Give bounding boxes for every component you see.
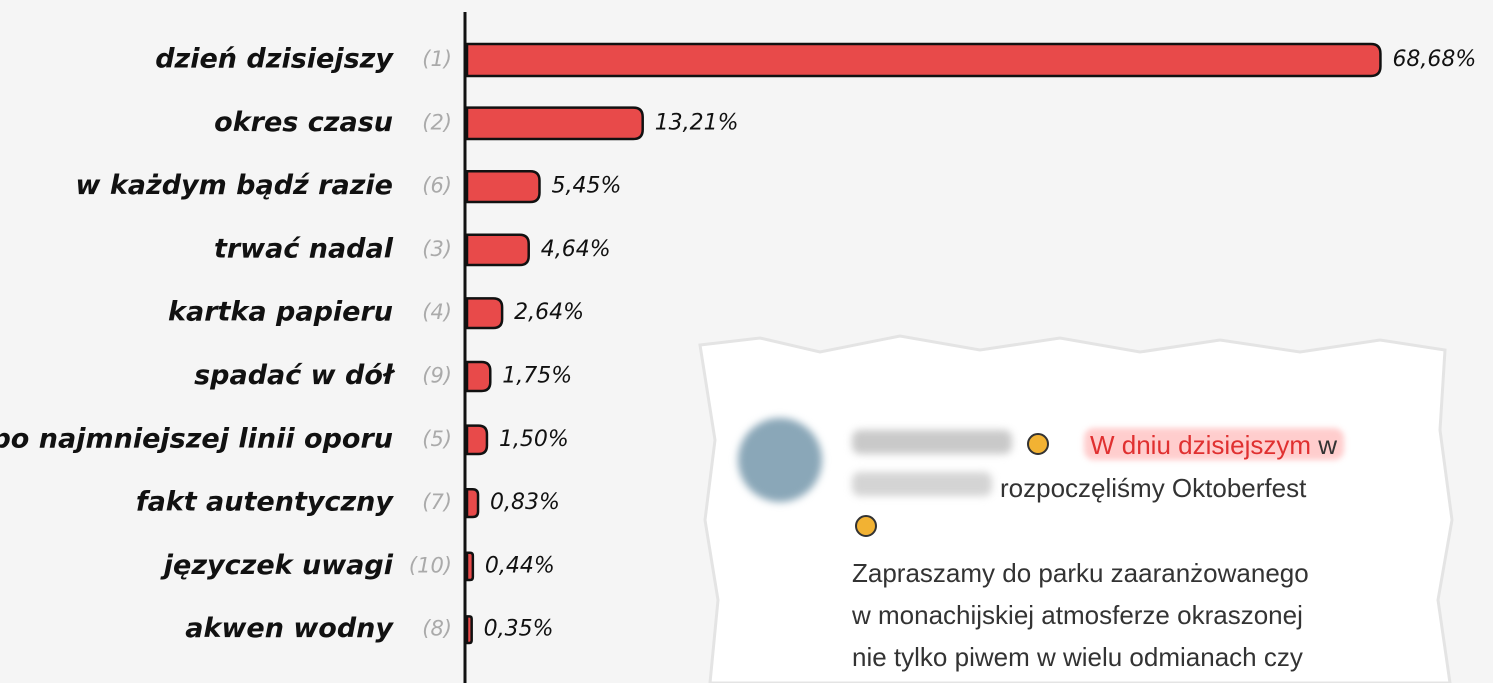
bar [465,106,644,141]
category-label: w każdym bądź razie [75,170,393,201]
rank-label: (9) [422,364,452,388]
category-label: po najmniejszej linii oporu [0,423,393,454]
category-label: okres czasu [214,107,393,138]
bar [465,487,480,519]
post-text: nie tylko piwem w wielu odmianach czy [852,642,1303,672]
value-label: 5,45% [551,174,621,199]
rank-label: (4) [422,300,452,324]
avatar [738,418,822,502]
rank-label: (2) [422,110,452,134]
rank-label: (1) [422,47,452,71]
value-label: 2,64% [514,300,584,325]
torn-paper [698,334,1454,683]
rank-label: (5) [422,427,452,451]
category-label: akwen wodny [185,613,394,644]
category-label: dzień dzisiejszy [155,44,394,75]
bar [465,297,504,330]
highlight-mark [1084,428,1344,460]
value-label: 13,21% [655,110,739,135]
category-label: języczek uwagi [160,550,394,581]
bar [465,42,1382,78]
rank-label: (8) [422,617,452,641]
value-label: 68,68% [1392,47,1476,72]
bar [465,424,489,456]
rank-label: (3) [422,237,452,261]
post-text: Zapraszamy do parku zaaranżowanego [852,558,1309,588]
category-label: spadać w dół [194,360,396,391]
rank-label: (7) [422,490,452,514]
value-label: 1,50% [499,427,569,452]
beer-icon [855,515,877,537]
blurred-name [852,472,992,496]
bar [465,233,530,267]
category-label: trwać nadal [214,233,394,264]
post-card: W dniu dzisiejszym w rozpoczęliśmy Oktob… [698,334,1454,683]
highlight-text: W dniu dzisiejszym [1090,430,1311,460]
value-label: 1,75% [502,364,572,389]
rank-label: (6) [422,174,452,198]
bar [465,615,473,645]
post-text: rozpoczęliśmy Oktoberfest [1000,473,1307,503]
category-label: fakt autentyczny [136,487,395,518]
bar [465,360,492,393]
post-text: w monachijskiej atmosferze okraszonej [851,600,1303,630]
rank-label: (10) [409,553,452,577]
post-text: W dniu dzisiejszym w [1090,430,1337,460]
post-text: w [1317,430,1337,460]
value-label: 4,64% [541,237,611,262]
value-label: 0,44% [485,553,555,578]
bar [465,551,475,582]
category-label: kartka papieru [168,297,393,328]
value-label: 0,83% [490,490,560,515]
bar [465,169,541,204]
beer-icon [1027,433,1049,455]
value-label: 0,35% [484,617,554,642]
blurred-name [852,430,1012,454]
